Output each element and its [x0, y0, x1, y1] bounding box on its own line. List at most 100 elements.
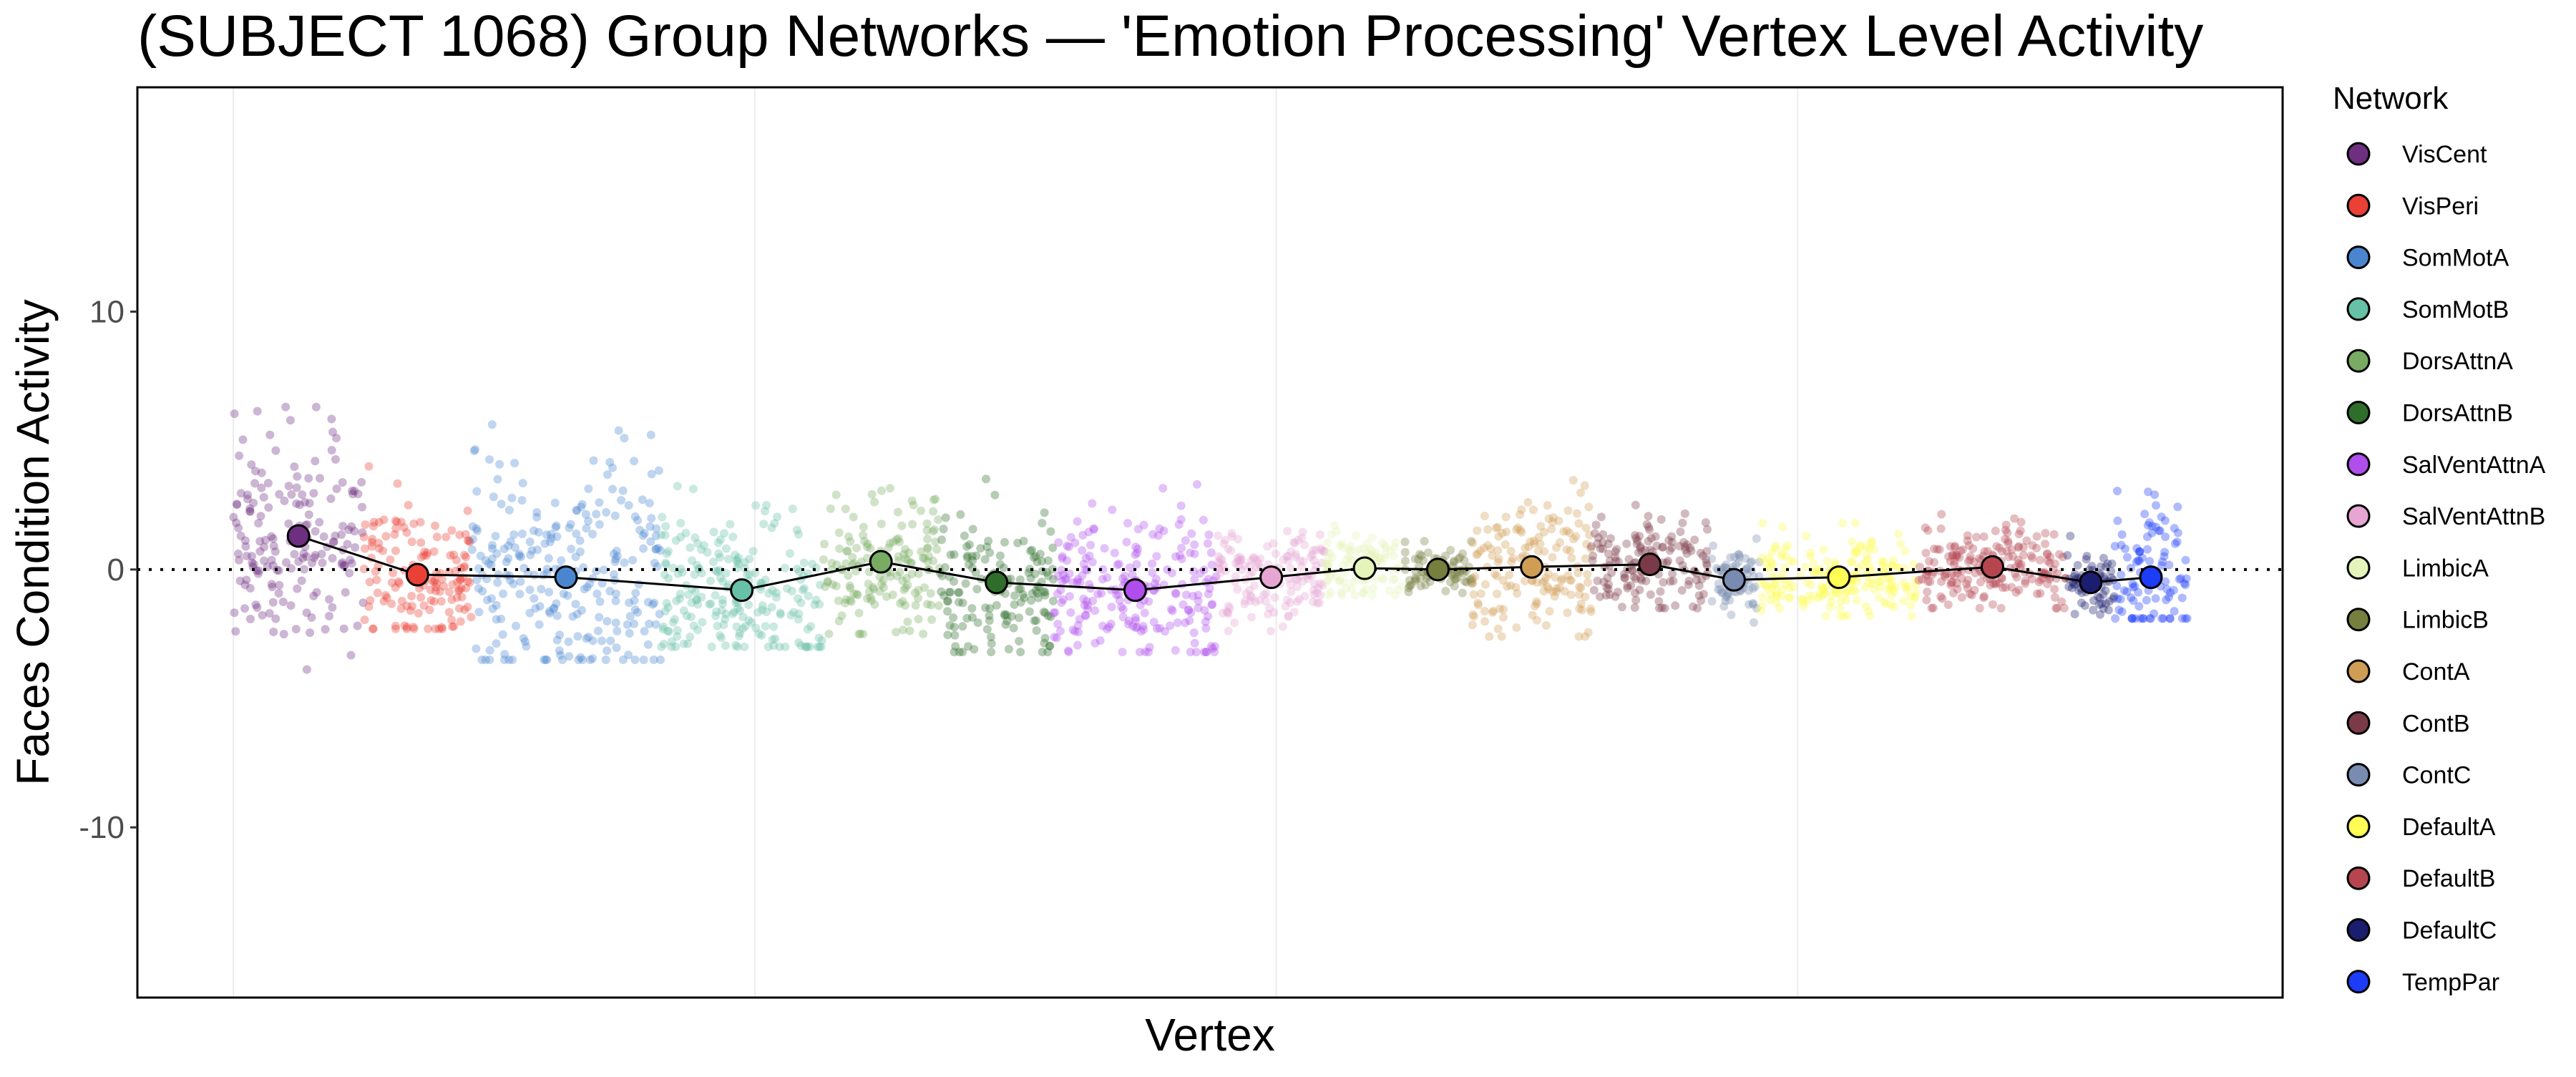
data-point — [1748, 600, 1757, 609]
data-point — [231, 627, 240, 636]
data-point — [2139, 614, 2148, 623]
data-point — [1617, 603, 1626, 612]
data-point — [1493, 572, 1502, 581]
data-point — [1322, 577, 1331, 586]
data-point — [602, 646, 612, 656]
data-point — [1018, 590, 1028, 599]
data-point — [1040, 638, 1049, 648]
data-point — [819, 555, 828, 564]
data-point — [240, 536, 250, 545]
data-point — [1221, 535, 1230, 545]
data-point — [1039, 608, 1048, 616]
data-point — [425, 605, 434, 615]
data-point — [643, 598, 653, 607]
data-point — [526, 550, 535, 560]
data-point — [1853, 577, 1862, 586]
data-point — [1135, 648, 1144, 657]
data-point — [578, 656, 587, 664]
data-point — [542, 568, 552, 578]
data-point — [419, 551, 429, 560]
data-point — [1574, 519, 1584, 528]
data-point — [1581, 523, 1591, 532]
legend-key — [2346, 763, 2371, 787]
data-point — [864, 580, 873, 588]
data-point — [1757, 601, 1767, 610]
data-point — [1284, 611, 1293, 620]
data-point — [519, 563, 529, 572]
data-point — [235, 555, 243, 565]
data-point — [1817, 592, 1826, 600]
data-point — [854, 608, 864, 618]
data-point — [1240, 596, 1249, 605]
data-point — [1016, 648, 1025, 657]
data-point — [684, 590, 693, 600]
data-point — [713, 621, 722, 630]
data-point — [1806, 552, 1815, 561]
data-point — [407, 537, 416, 547]
data-point — [1716, 585, 1725, 594]
data-point — [1548, 517, 1557, 527]
data-point — [1347, 584, 1356, 593]
data-point — [1841, 589, 1850, 598]
data-point — [1449, 556, 1458, 565]
data-point — [1677, 586, 1687, 595]
data-point — [1073, 578, 1082, 587]
data-point — [794, 609, 804, 618]
data-point — [609, 550, 618, 558]
data-point — [651, 531, 660, 540]
data-point — [923, 557, 932, 566]
data-point — [1065, 569, 1074, 578]
data-point — [1040, 633, 1050, 643]
data-point — [897, 521, 907, 530]
data-point — [808, 560, 817, 569]
data-point — [532, 508, 542, 517]
data-point — [1381, 543, 1390, 552]
data-point — [2004, 537, 2013, 546]
data-point — [392, 517, 401, 527]
data-point — [796, 641, 806, 650]
data-point — [369, 517, 379, 527]
data-point — [1297, 562, 1307, 572]
data-point — [630, 457, 639, 466]
chart-title: (SUBJECT 1068) Group Networks — 'Emotion… — [137, 4, 2203, 69]
data-point — [1516, 526, 1525, 535]
data-point — [1611, 547, 1620, 556]
data-point — [859, 530, 868, 540]
data-point — [1362, 585, 1371, 594]
data-point — [300, 565, 308, 574]
data-point — [663, 603, 673, 612]
data-point — [1877, 557, 1886, 565]
data-point — [2155, 526, 2165, 535]
data-point — [1758, 519, 1767, 527]
data-point — [535, 620, 544, 629]
data-point — [697, 593, 706, 602]
data-point — [1040, 588, 1050, 597]
data-point — [1962, 580, 1971, 588]
data-point — [869, 583, 878, 592]
data-point — [1337, 540, 1347, 549]
data-point — [1760, 580, 1770, 589]
data-point — [1771, 541, 1780, 550]
data-point — [1294, 595, 1304, 604]
data-point — [263, 479, 273, 488]
data-point — [651, 620, 660, 629]
data-point — [1385, 547, 1395, 555]
data-point — [955, 648, 964, 657]
data-point — [525, 585, 535, 595]
data-point — [270, 547, 280, 556]
data-point — [369, 522, 378, 531]
data-point — [894, 534, 903, 543]
data-point — [1128, 622, 1138, 631]
data-point — [409, 624, 419, 633]
data-point — [402, 528, 411, 537]
data-point — [1131, 613, 1140, 623]
data-point — [430, 575, 439, 585]
data-point — [922, 526, 932, 535]
data-point — [599, 565, 608, 575]
data-point — [2157, 614, 2167, 623]
data-point — [1080, 565, 1090, 574]
data-point — [772, 588, 781, 598]
data-point — [859, 522, 868, 532]
data-point — [431, 521, 439, 530]
data-point — [304, 474, 313, 483]
